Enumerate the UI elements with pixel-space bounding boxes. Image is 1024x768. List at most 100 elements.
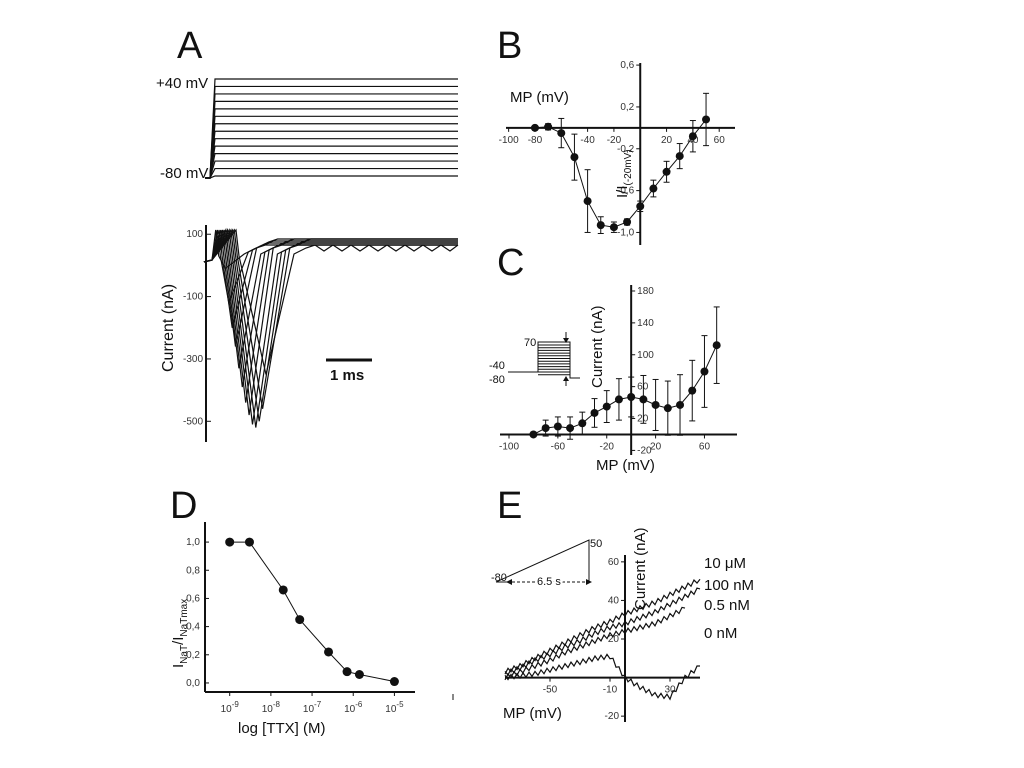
- panel-b-x-label: MP (mV): [510, 89, 569, 106]
- panel-e-y-tick-label: 20: [608, 634, 620, 645]
- inset-label-minus40: -40: [489, 360, 505, 372]
- panel-e-y-tick-label: 60: [608, 557, 620, 568]
- panel-c-data-point: [676, 400, 685, 409]
- panel-e-series-label: 10 μM: [704, 555, 746, 572]
- panel-d-letter: D: [170, 485, 197, 527]
- panel-b-x-tick-label: -40: [580, 135, 595, 146]
- panel-b-y-tick-label: 0,2: [620, 102, 634, 113]
- panel-e-x-tick-label: 30: [664, 685, 676, 696]
- ramp-protocol-inset: 50 -80 6.5 s 6.5 s: [491, 538, 602, 590]
- ramp-label-duration-bg: 6.5 s: [537, 576, 561, 588]
- current-traces: [203, 227, 459, 428]
- protocol-step-trace: [205, 85, 458, 179]
- panel-c-y-tick-label: -20: [637, 445, 652, 456]
- ramp-label-duration: 6.5 s: [537, 576, 561, 588]
- panel-c-x-tick-label: 20: [650, 441, 662, 452]
- panel-d-data-point: [342, 667, 352, 677]
- panel-b-y-tick-label: -0,6: [617, 186, 635, 197]
- panel-b-data-point: [636, 202, 645, 211]
- panel-e-x-tick-label: -50: [543, 685, 558, 696]
- current-y-tick-label: 100: [186, 229, 203, 240]
- current-trace: [203, 228, 459, 375]
- panel-c-x-tick-label: 60: [699, 441, 711, 452]
- panel-c-data-point: [529, 430, 538, 439]
- current-y-tick-label: -100: [183, 292, 203, 303]
- panel-d-data-point: [324, 647, 334, 657]
- panel-e-series-label: 100 nM: [704, 577, 754, 594]
- panel-d-x-tick-exp: -8: [273, 700, 281, 709]
- panel-b-x-tick-label: -20: [607, 135, 622, 146]
- voltage-protocol-traces: [205, 78, 458, 179]
- current-trace: [203, 228, 458, 409]
- ramp-arrow-left: [506, 579, 512, 585]
- panel-b-data-point: [530, 123, 539, 132]
- current-y-tick-label: -500: [183, 416, 203, 427]
- panel-d-x-tick-label: 10-7: [303, 700, 322, 715]
- panel-c-connector: [533, 344, 718, 435]
- panel-e-series-label: 0.5 nM: [704, 597, 750, 614]
- inset-arrow-up-head: [563, 376, 569, 381]
- panel-d-x-tick-base: 10: [385, 704, 397, 715]
- protocol-step-trace: [205, 100, 458, 179]
- panel-d-x-tick-exp: -6: [355, 700, 363, 709]
- panel-d-x-tick-label: 10-9: [221, 700, 240, 715]
- current-trace: [203, 228, 458, 425]
- panel-c-data-point: [553, 422, 562, 431]
- panel-b-data-point: [557, 129, 566, 138]
- panel-c-data-point: [651, 400, 660, 409]
- current-y-ticks: 100 -100 -300 -500: [183, 229, 211, 427]
- panel-c-data-point: [688, 386, 697, 395]
- inset-step-outline: [508, 341, 580, 379]
- panel-d-data-point: [278, 585, 288, 595]
- protocol-step-trace: [205, 175, 458, 179]
- panel-c-data-point: [578, 419, 587, 428]
- panel-d-x-tick-exp: -9: [232, 700, 240, 709]
- panel-d-data-point: [225, 537, 235, 547]
- panel-d-plot: 10-9 10-8 10-7 10-6 10-51,00,80,60,40,20,0: [186, 522, 415, 715]
- panel-e-y-label: Current (nA): [632, 527, 649, 610]
- panel-e-y-tick-label: 40: [608, 595, 620, 606]
- panel-b-data-point: [662, 167, 671, 176]
- panel-b-y-tick-label: 0,6: [620, 60, 634, 71]
- protocol-label-bottom: -80 mV: [160, 165, 208, 182]
- panel-b-x-tick-label: -80: [528, 135, 543, 146]
- panel-c-data-point: [566, 424, 575, 433]
- panel-b-data-point: [570, 153, 579, 162]
- panel-c-data-point: [663, 404, 672, 413]
- panel-e-plot: -50 -10 30 60 40 20 -20: [504, 555, 701, 722]
- panel-b-data-point: [623, 217, 632, 226]
- panel-b-y-label: I/I(-20mV): [614, 149, 634, 198]
- panel-d-y-tick-label: 0,6: [186, 593, 200, 604]
- panel-d-data-point: [244, 537, 254, 547]
- current-y-tick-label: -300: [183, 354, 203, 365]
- panel-e-series-line: [504, 587, 701, 676]
- panel-e: E -50 -10 30 60 40 20 -20 Current (nA) MP (mV)…: [491, 485, 754, 722]
- panel-d-x-tick-base: 10: [344, 704, 356, 715]
- panel-b-letter: B: [497, 25, 522, 67]
- ramp-label-minus80: -80: [491, 572, 507, 584]
- panel-b-x-tick-label: -100: [499, 135, 519, 146]
- ramp-shape: [495, 539, 590, 583]
- panel-b-data-point: [702, 115, 711, 124]
- protocol-step-trace: [205, 123, 458, 179]
- protocol-label-top: +40 mV: [156, 75, 208, 92]
- panel-c-data-point: [541, 424, 550, 433]
- inset-label-minus80: -80: [489, 374, 505, 386]
- panel-d-connector: [229, 541, 395, 682]
- panel-d-x-tick-base: 10: [303, 704, 315, 715]
- panel-b-data-point: [675, 152, 684, 161]
- panel-e-letter: E: [497, 485, 522, 527]
- panel-c-data-point: [712, 341, 721, 350]
- panel-b-plot: -100 -80 -40 -20 20 40 600,60,2-0,2-0,6-1,0: [499, 60, 735, 245]
- panel-c-y-tick-label: 100: [637, 350, 654, 361]
- protocol-step-trace: [205, 145, 458, 179]
- panel-b-data-point: [649, 184, 658, 193]
- panel-b-data-point: [583, 197, 592, 206]
- inset-step-lines: [538, 344, 570, 376]
- current-trace: [203, 229, 458, 270]
- panel-d-x-tick-base: 10: [262, 704, 274, 715]
- panel-d: D 10-9 10-8 10-7 10-6 10-51,00,80,60,40,20,0…: [170, 485, 415, 737]
- ramp-label-50: 50: [590, 538, 602, 550]
